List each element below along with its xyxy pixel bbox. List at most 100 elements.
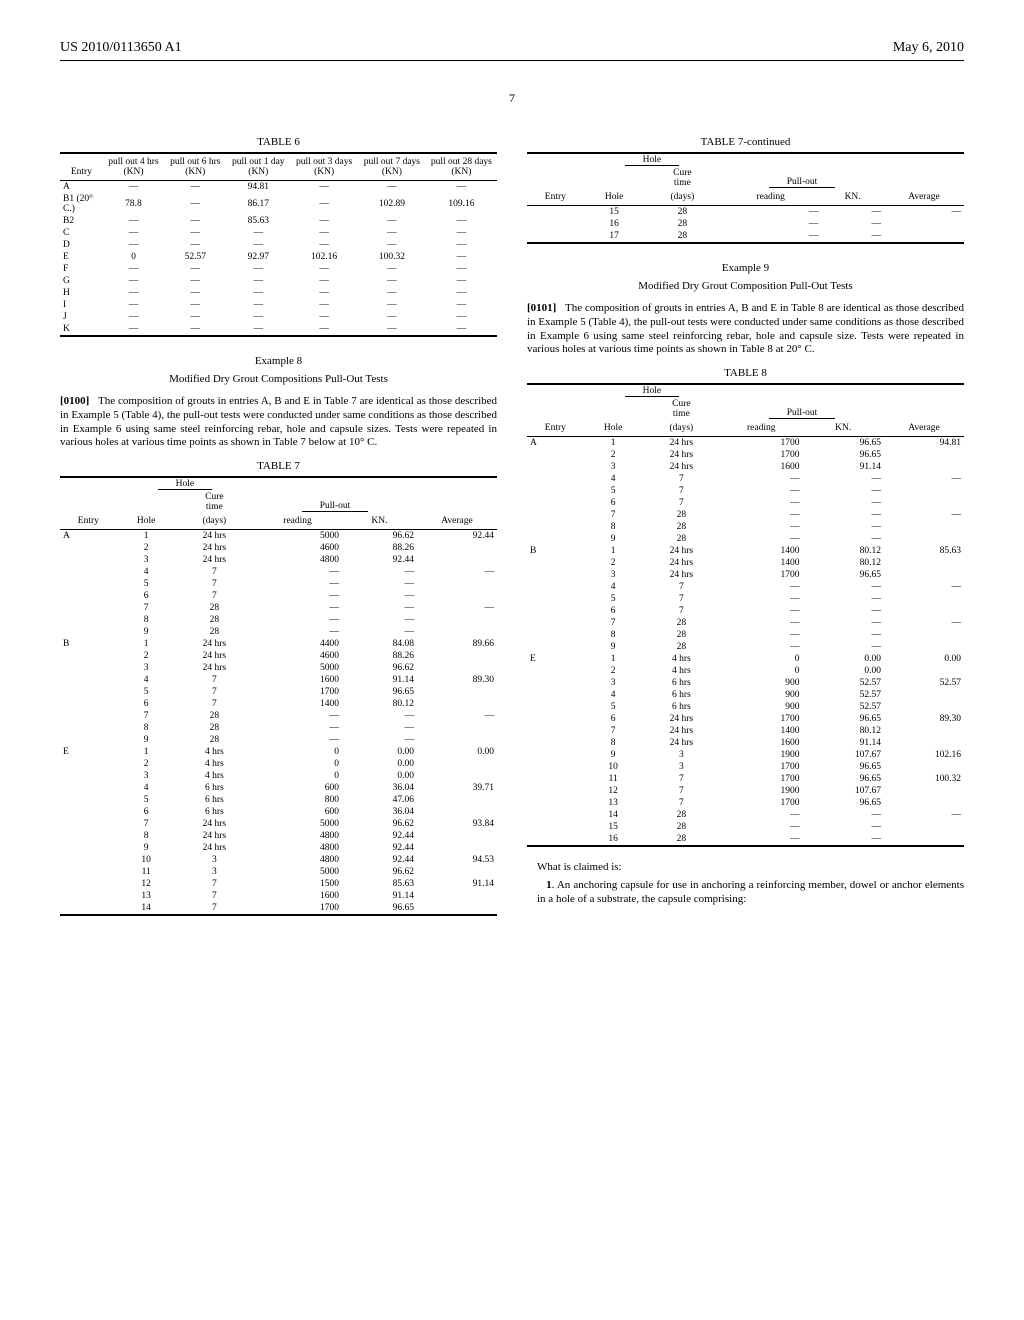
table-cell: 107.67 — [802, 785, 883, 797]
table-cell: 78.8 — [103, 193, 164, 215]
table-cell: 16 — [584, 218, 645, 230]
table-cell: 17 — [584, 230, 645, 243]
table-cell: 88.26 — [342, 650, 417, 662]
table-cell: — — [103, 299, 164, 311]
table-cell: 91.14 — [342, 674, 417, 686]
table-cell: 7 — [176, 578, 253, 590]
table-cell: 24 hrs — [643, 725, 720, 737]
table-cell: — — [802, 593, 883, 605]
table-cell: — — [426, 251, 497, 263]
claim-1: 1. An anchoring capsule for use in ancho… — [537, 879, 964, 907]
table-cell: C — [60, 227, 103, 239]
table-cell: — — [426, 299, 497, 311]
table-cell — [417, 806, 497, 818]
table-cell: — — [358, 227, 426, 239]
table-cell: — — [720, 473, 802, 485]
table-row: 928—— — [60, 626, 497, 638]
table-cell: — — [720, 593, 802, 605]
table-cell: 96.62 — [342, 530, 417, 543]
table-row: H—————— — [60, 287, 497, 299]
table-cell: 14 — [584, 809, 643, 821]
table-cell: 4 — [584, 473, 643, 485]
table-cell: 9 — [584, 641, 643, 653]
table-cell — [60, 770, 117, 782]
table-cell: — — [358, 239, 426, 251]
table-cell: — — [290, 193, 358, 215]
table-cell: B2 — [60, 215, 103, 227]
table-cell: 24 hrs — [176, 662, 253, 674]
table-cell: — — [720, 605, 802, 617]
table-cell: 8 — [584, 737, 643, 749]
table-cell: 11 — [117, 866, 176, 878]
table-cell: 4400 — [253, 638, 342, 650]
table-row: B124 hrs440084.0889.66 — [60, 638, 497, 650]
table-cell: 5 — [117, 578, 176, 590]
table-cell: 28 — [176, 626, 253, 638]
table-cell: 24 hrs — [176, 530, 253, 543]
table-row: 47——— — [60, 566, 497, 578]
table-cell: 80.12 — [802, 557, 883, 569]
table-cell: E — [60, 746, 117, 758]
table-cell: 3 — [643, 749, 720, 761]
table-cell: 1600 — [253, 890, 342, 902]
table-row: 66 hrs60036.04 — [60, 806, 497, 818]
table-cell: 0 — [253, 758, 342, 770]
table-cell: 96.65 — [342, 686, 417, 698]
table-cell — [417, 698, 497, 710]
table-row: B124 hrs140080.1285.63 — [527, 545, 964, 557]
table-row: 324 hrs170096.65 — [527, 569, 964, 581]
table-cell: 1400 — [253, 698, 342, 710]
table-cell — [527, 473, 584, 485]
table-cell — [417, 794, 497, 806]
table-cell — [527, 230, 584, 243]
table-cell: 52.57 — [802, 689, 883, 701]
table-cell: 28 — [643, 641, 720, 653]
table-row: 224 hrs460088.26 — [60, 542, 497, 554]
table-cell: 24 hrs — [643, 437, 720, 450]
table-cell: 3 — [117, 770, 176, 782]
table-cell — [60, 662, 117, 674]
table-row: 724 hrs500096.6293.84 — [60, 818, 497, 830]
table-row: 1271900107.67 — [527, 785, 964, 797]
table-cell: — — [290, 263, 358, 275]
table-cell: 9 — [584, 749, 643, 761]
table-cell: 1700 — [253, 686, 342, 698]
table-cell: — — [290, 323, 358, 336]
table-row: 828—— — [527, 521, 964, 533]
table-cell: 13 — [584, 797, 643, 809]
table-cell: 5000 — [253, 530, 342, 543]
table-cell: — — [884, 809, 964, 821]
table-cell — [417, 722, 497, 734]
table-cell: 92.97 — [226, 251, 290, 263]
table-cell: 11 — [584, 773, 643, 785]
t7-h0: Entry — [60, 513, 117, 530]
table-cell — [60, 806, 117, 818]
table-cell: — — [426, 227, 497, 239]
table-cell: — — [164, 311, 226, 323]
table-cell — [527, 218, 584, 230]
table-cell: — — [226, 299, 290, 311]
table-cell: 96.65 — [342, 902, 417, 915]
table-cell: 6 — [584, 605, 643, 617]
table-cell — [884, 605, 964, 617]
table-row: 824 hrs480092.44 — [60, 830, 497, 842]
table-cell: 85.63 — [342, 878, 417, 890]
table-cell: — — [103, 287, 164, 299]
table-row: 46 hrs60036.0439.71 — [60, 782, 497, 794]
table-row: 1628—— — [527, 833, 964, 846]
table-cell — [60, 614, 117, 626]
table-cell: 91.14 — [802, 737, 883, 749]
table-cell: 24 hrs — [176, 842, 253, 854]
table-cell — [884, 521, 964, 533]
table-cell — [417, 626, 497, 638]
table-cell — [417, 554, 497, 566]
table-cell: B1 (20° C.) — [60, 193, 103, 215]
table-cell: 3 — [117, 554, 176, 566]
table-cell: 9 — [117, 734, 176, 746]
table-cell: 7 — [176, 902, 253, 915]
t8-cure: Curetime — [643, 398, 720, 420]
table-cell: 4600 — [253, 542, 342, 554]
table-cell: 0 — [720, 653, 802, 665]
table-cell: 92.44 — [342, 830, 417, 842]
table-cell — [527, 797, 584, 809]
